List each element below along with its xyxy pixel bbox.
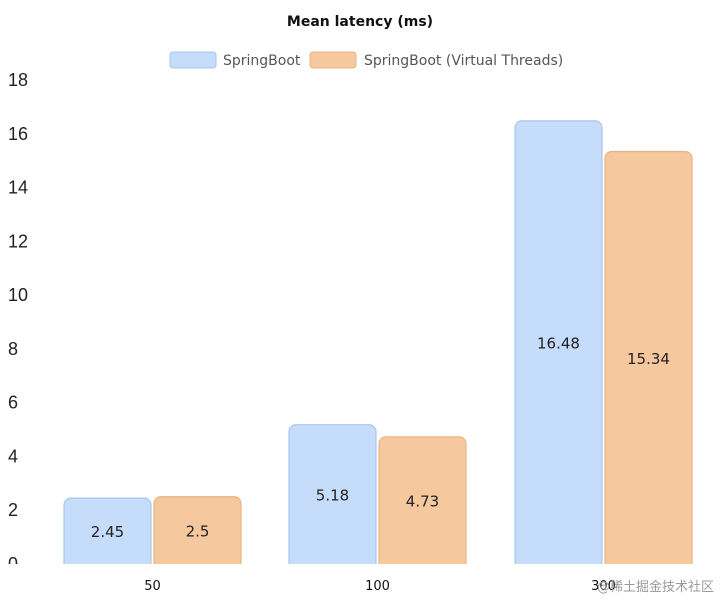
data-label: 4.73 — [406, 492, 439, 510]
data-label: 2.5 — [186, 522, 210, 540]
x-tick-label: 50 — [144, 579, 161, 594]
chart-title: Mean latency (ms) — [287, 14, 433, 30]
legend-swatch[interactable] — [169, 51, 217, 69]
watermark: @稀土掘金技术社区 — [597, 579, 714, 595]
data-label: 5.18 — [316, 486, 349, 504]
data-label: 2.45 — [91, 523, 124, 541]
x-axis: 50 100 300 — [144, 579, 616, 594]
y-tick-label: 16 — [8, 124, 28, 144]
legend-label[interactable]: SpringBoot (Virtual Threads) — [364, 53, 563, 69]
y-tick-label: 4 — [8, 446, 18, 466]
data-label: 15.34 — [627, 350, 670, 368]
y-axis: 024681012141618 — [8, 70, 28, 574]
y-tick-label: 2 — [8, 500, 18, 520]
y-tick-label: 10 — [8, 285, 28, 305]
bars: 2.45 2.5 5.18 4.73 16.48 15.34 — [0, 120, 720, 572]
legend-swatch[interactable] — [309, 51, 357, 69]
y-tick-label: 14 — [8, 178, 28, 198]
x-tick-label: 300 — [591, 579, 616, 594]
legend: SpringBoot SpringBoot (Virtual Threads) — [169, 51, 563, 69]
legend-label[interactable]: SpringBoot — [223, 53, 301, 69]
y-tick-label: 12 — [8, 231, 28, 251]
baseline-mask — [0, 564, 720, 572]
x-tick-label: 100 — [365, 579, 390, 594]
y-tick-label: 8 — [8, 339, 18, 359]
y-tick-label: 6 — [8, 393, 18, 413]
y-tick-label: 18 — [8, 70, 28, 90]
data-label: 16.48 — [537, 334, 580, 352]
